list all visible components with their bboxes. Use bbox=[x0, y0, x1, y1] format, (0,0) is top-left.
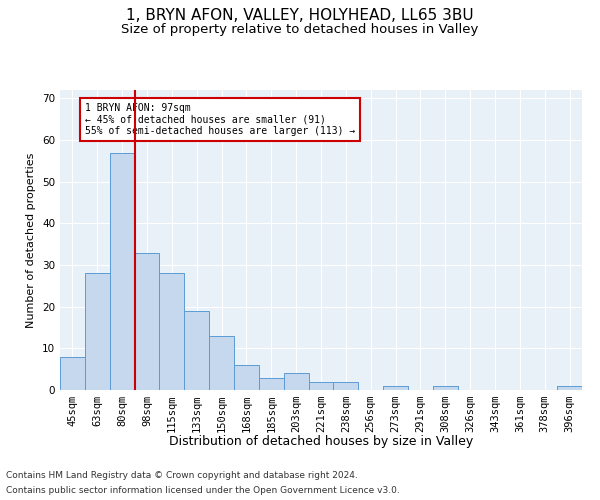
Bar bbox=[334, 382, 358, 390]
Bar bbox=[383, 386, 408, 390]
Bar bbox=[433, 386, 458, 390]
Y-axis label: Number of detached properties: Number of detached properties bbox=[26, 152, 37, 328]
Bar bbox=[234, 365, 259, 390]
Bar bbox=[209, 336, 234, 390]
Bar bbox=[259, 378, 284, 390]
Text: Contains HM Land Registry data © Crown copyright and database right 2024.: Contains HM Land Registry data © Crown c… bbox=[6, 471, 358, 480]
Bar bbox=[160, 274, 184, 390]
Bar bbox=[184, 311, 209, 390]
Text: Distribution of detached houses by size in Valley: Distribution of detached houses by size … bbox=[169, 435, 473, 448]
Bar bbox=[60, 356, 85, 390]
Bar bbox=[85, 274, 110, 390]
Bar bbox=[134, 252, 160, 390]
Bar bbox=[308, 382, 334, 390]
Bar bbox=[110, 152, 134, 390]
Text: 1, BRYN AFON, VALLEY, HOLYHEAD, LL65 3BU: 1, BRYN AFON, VALLEY, HOLYHEAD, LL65 3BU bbox=[126, 8, 474, 22]
Bar bbox=[557, 386, 582, 390]
Text: Contains public sector information licensed under the Open Government Licence v3: Contains public sector information licen… bbox=[6, 486, 400, 495]
Text: Size of property relative to detached houses in Valley: Size of property relative to detached ho… bbox=[121, 22, 479, 36]
Bar bbox=[284, 374, 308, 390]
Text: 1 BRYN AFON: 97sqm
← 45% of detached houses are smaller (91)
55% of semi-detache: 1 BRYN AFON: 97sqm ← 45% of detached hou… bbox=[85, 102, 355, 136]
